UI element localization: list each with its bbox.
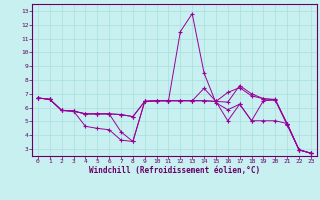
X-axis label: Windchill (Refroidissement éolien,°C): Windchill (Refroidissement éolien,°C) — [89, 166, 260, 175]
